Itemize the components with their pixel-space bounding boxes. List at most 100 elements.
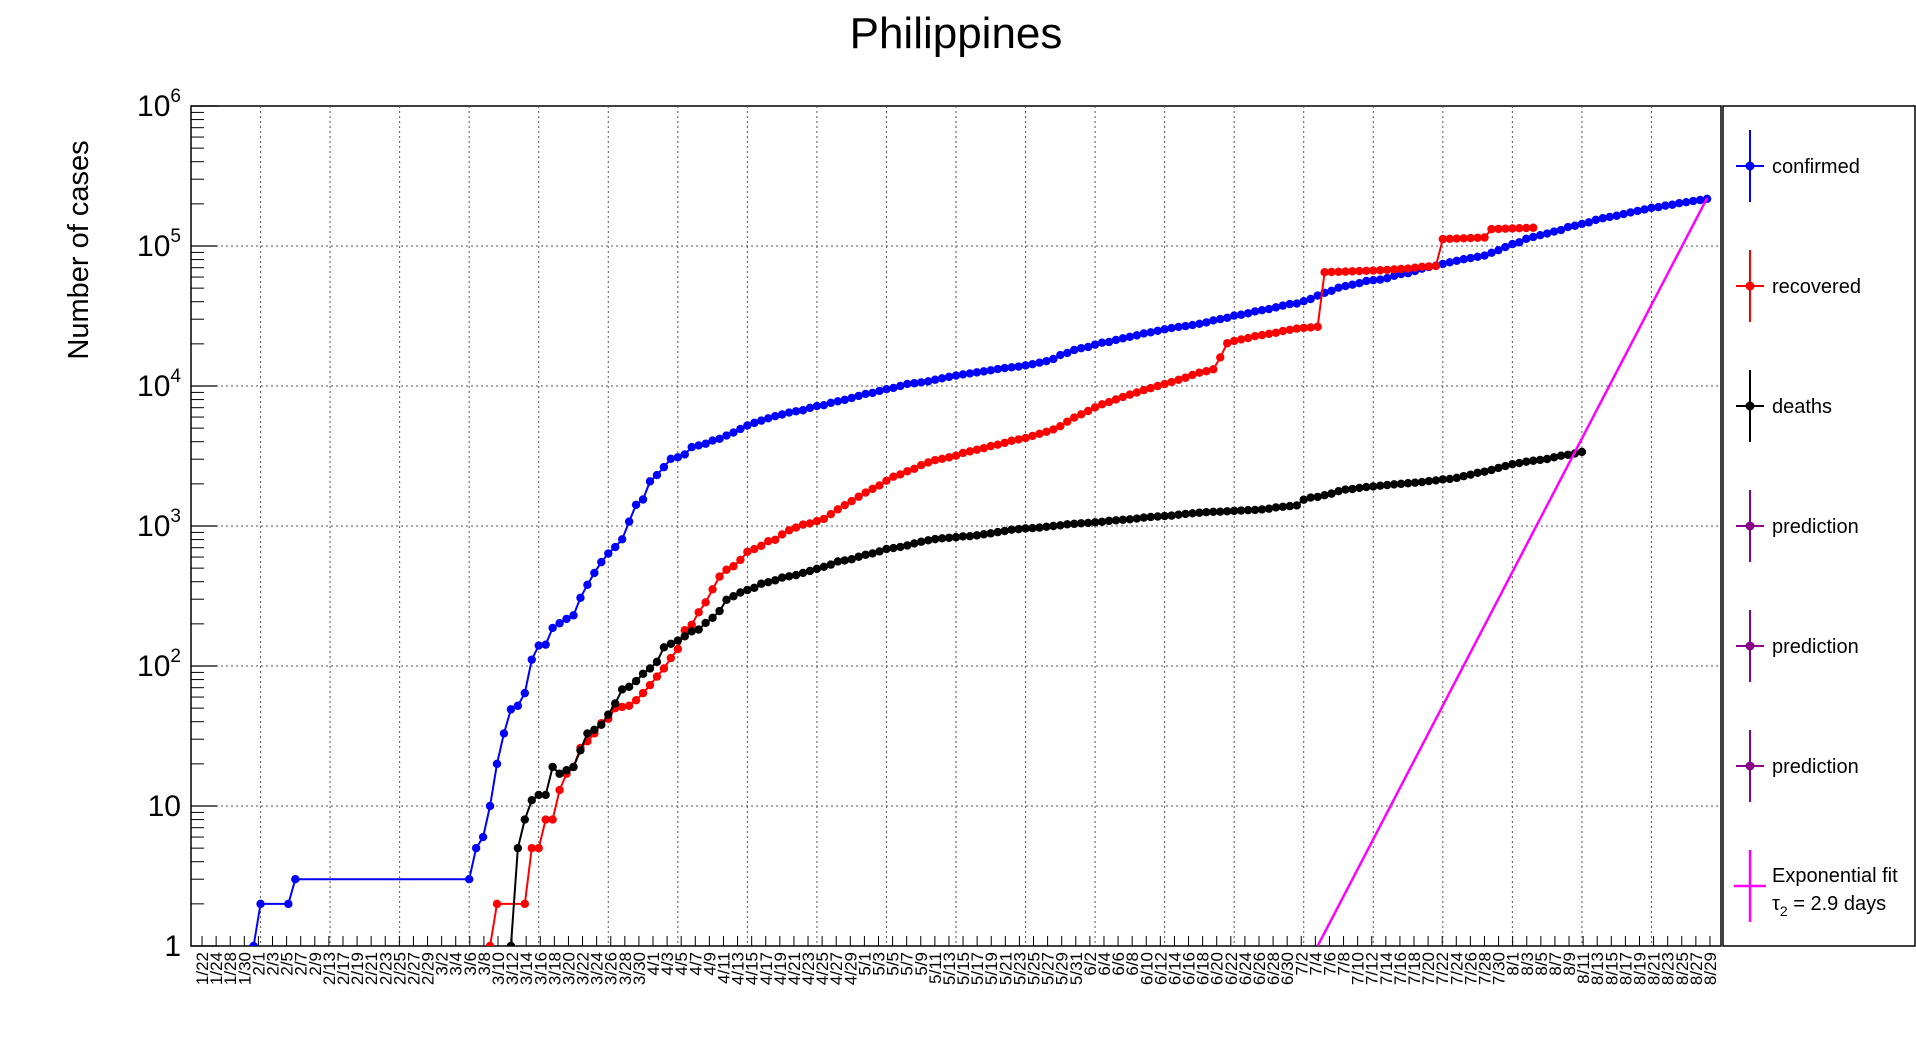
deaths-point bbox=[1508, 459, 1517, 469]
x-tick-label: 6/6 bbox=[1109, 952, 1128, 976]
confirmed-point bbox=[930, 375, 940, 384]
deaths-point bbox=[680, 632, 689, 641]
deaths-point bbox=[1417, 477, 1427, 487]
confirmed-point bbox=[819, 400, 829, 410]
recovered-point bbox=[1403, 264, 1413, 273]
deaths-point bbox=[1125, 515, 1135, 524]
recovered-point bbox=[1216, 353, 1225, 362]
series-layer bbox=[249, 194, 1712, 946]
recovered-point bbox=[1236, 335, 1246, 344]
deaths-point bbox=[729, 592, 738, 601]
confirmed-point bbox=[1250, 307, 1260, 316]
deaths-point bbox=[1355, 483, 1364, 493]
deaths-point bbox=[1097, 517, 1107, 526]
confirmed-point bbox=[1083, 342, 1093, 352]
x-tick-label: 2/5 bbox=[278, 952, 297, 976]
x-tick-label: 4/15 bbox=[743, 952, 762, 985]
deaths-point bbox=[1118, 515, 1128, 524]
confirmed-point bbox=[1605, 212, 1614, 222]
confirmed-point bbox=[1292, 299, 1301, 308]
confirmed-point bbox=[875, 386, 884, 396]
deaths-point bbox=[1160, 511, 1169, 521]
deaths-point bbox=[903, 541, 912, 550]
recovered-point bbox=[617, 702, 627, 712]
deaths-point bbox=[1549, 453, 1559, 462]
deaths-point bbox=[562, 766, 571, 775]
confirmed-point bbox=[1035, 358, 1044, 367]
x-tick-label: 4/27 bbox=[827, 952, 846, 985]
x-tick-label: 2/17 bbox=[334, 952, 353, 985]
deaths-point bbox=[972, 531, 982, 540]
legend-marker bbox=[1745, 161, 1755, 171]
recovered-point bbox=[694, 608, 703, 617]
recovered-point bbox=[1313, 322, 1322, 331]
confirmed-point bbox=[256, 899, 265, 909]
recovered-point bbox=[1348, 267, 1357, 276]
confirmed-point bbox=[1675, 198, 1684, 208]
recovered-point bbox=[1278, 326, 1288, 336]
deaths-point bbox=[1209, 507, 1218, 517]
confirmed-point bbox=[812, 401, 822, 411]
x-tick-label: 7/22 bbox=[1433, 952, 1452, 985]
x-tick-label: 3/28 bbox=[616, 952, 635, 985]
confirmed-point bbox=[1452, 256, 1461, 265]
deaths-point bbox=[1320, 490, 1329, 500]
recovered-point bbox=[1341, 267, 1350, 276]
x-tick-label: 7/26 bbox=[1461, 952, 1480, 985]
deaths-point bbox=[1181, 509, 1190, 519]
recovered-point bbox=[1487, 224, 1496, 234]
confirmed-point bbox=[611, 542, 620, 552]
confirmed-point bbox=[1125, 332, 1135, 341]
x-tick-label: 3/10 bbox=[489, 952, 508, 985]
confirmed-point bbox=[840, 395, 849, 405]
recovered-point bbox=[1000, 438, 1009, 448]
deaths-point bbox=[1021, 524, 1030, 533]
x-tick-label: 2/13 bbox=[320, 952, 339, 985]
deaths-point bbox=[527, 796, 536, 805]
deaths-point bbox=[777, 573, 787, 582]
x-tick-label: 6/28 bbox=[1264, 952, 1283, 985]
x-tick-label: 2/23 bbox=[376, 952, 395, 985]
recovered-point bbox=[770, 535, 780, 544]
deaths-point bbox=[1049, 521, 1058, 531]
x-tick-label: 4/11 bbox=[714, 952, 733, 984]
confirmed-point bbox=[1466, 253, 1475, 263]
legend-label: prediction bbox=[1772, 756, 1859, 778]
confirmed-point bbox=[1549, 227, 1559, 236]
confirmed-point bbox=[979, 367, 989, 376]
deaths-point bbox=[1070, 519, 1079, 529]
x-tick-label: 6/18 bbox=[1194, 952, 1213, 985]
recovered-point bbox=[492, 899, 502, 909]
y-tick-label: 103 bbox=[137, 506, 181, 543]
recovered-point bbox=[1417, 262, 1427, 272]
confirmed-point bbox=[1369, 275, 1378, 285]
deaths-point bbox=[1542, 454, 1552, 464]
deaths-point bbox=[875, 547, 884, 556]
legend-label: deaths bbox=[1772, 396, 1832, 418]
x-tick-label: 3/26 bbox=[602, 952, 621, 985]
recovered-point bbox=[784, 526, 794, 535]
confirmed-point bbox=[958, 370, 968, 379]
x-tick-label: 6/4 bbox=[1095, 952, 1114, 976]
x-tick-label: 6/2 bbox=[1081, 952, 1100, 976]
confirmed-point bbox=[1355, 279, 1364, 288]
x-tick-label: 4/3 bbox=[658, 952, 677, 976]
deaths-point bbox=[1216, 507, 1225, 516]
deaths-point bbox=[944, 533, 954, 542]
deaths-point bbox=[506, 941, 516, 946]
confirmed-point bbox=[1640, 205, 1649, 214]
x-tick-label: 5/3 bbox=[869, 952, 888, 976]
confirmed-point bbox=[1487, 248, 1496, 258]
deaths-point bbox=[1452, 473, 1461, 483]
x-tick-label: 2/21 bbox=[362, 952, 381, 985]
deaths-point bbox=[1202, 507, 1211, 517]
deaths-point bbox=[917, 537, 926, 546]
recovered-point bbox=[1111, 395, 1121, 404]
recovered-point bbox=[1104, 397, 1114, 407]
x-tick-label: 2/7 bbox=[292, 952, 311, 976]
recovered-point bbox=[1369, 266, 1378, 275]
recovered-point bbox=[1090, 403, 1100, 412]
y-tick-label: 1 bbox=[164, 930, 181, 963]
confirmed-point bbox=[972, 368, 982, 377]
exponential-fit-line bbox=[1316, 197, 1709, 946]
